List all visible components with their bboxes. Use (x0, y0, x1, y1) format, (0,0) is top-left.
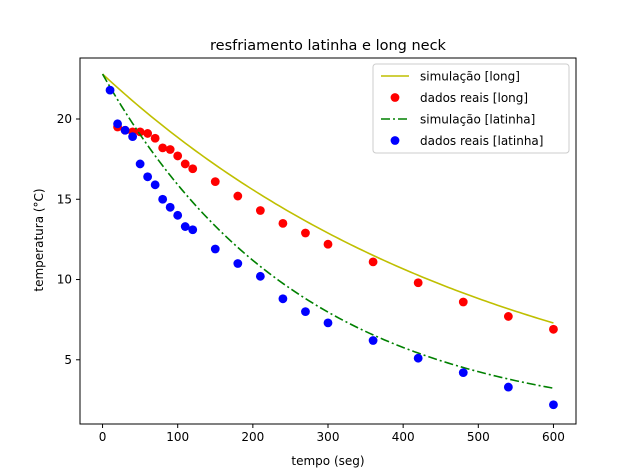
data-point-3-18 (368, 336, 378, 345)
data-point-1-19 (458, 297, 468, 307)
data-point-3-11 (188, 225, 198, 235)
data-point-3-9 (173, 210, 183, 220)
data-point-3-20 (458, 368, 468, 378)
data-point-3-21 (503, 382, 513, 392)
data-point-1-17 (368, 257, 378, 267)
x-tick-label-0: 0 (99, 430, 107, 444)
data-point-1-18 (413, 278, 423, 288)
data-point-1-12 (233, 191, 243, 201)
data-point-1-15 (301, 228, 310, 238)
data-point-3-4 (135, 159, 145, 169)
plot-area: 0 100 200 300 400 500 600 5 10 15 20 (57, 57, 577, 444)
x-axis-label: tempo (seg) (291, 454, 364, 468)
data-point-1-20 (503, 312, 513, 321)
data-point-3-14 (255, 271, 265, 281)
data-point-1-7 (165, 145, 175, 154)
data-point-1-10 (188, 164, 198, 174)
chart-title: resfriamento latinha e long neck (210, 38, 447, 54)
data-point-3-7 (158, 194, 168, 204)
data-point-3-8 (165, 202, 175, 212)
data-point-3-10 (180, 222, 190, 231)
data-point-3-1 (113, 119, 122, 129)
data-point-1-13 (255, 206, 265, 215)
x-tick-label-5: 500 (467, 430, 490, 444)
data-point-3-13 (233, 259, 243, 268)
y-axis-label: temperatura (°C) (32, 188, 46, 291)
data-point-1-14 (278, 218, 288, 228)
y-tick-label-2: 15 (57, 192, 72, 206)
data-point-3-6 (150, 180, 160, 190)
legend-box (372, 63, 570, 154)
legend-swatch-3 (390, 136, 400, 145)
legend-swatch-1 (390, 93, 400, 102)
x-tick-label-3: 300 (317, 430, 340, 444)
data-point-1-5 (150, 133, 160, 143)
x-tick-label-2: 200 (241, 430, 264, 444)
data-point-3-0 (105, 85, 115, 95)
data-point-1-6 (158, 143, 168, 153)
data-point-1-16 (323, 239, 333, 249)
data-point-3-3 (128, 132, 138, 142)
y-tick-label-0: 5 (64, 353, 72, 367)
legend-label-1: dados reais [long] (420, 91, 528, 105)
data-point-1-8 (173, 151, 183, 161)
series-line-0 (102, 73, 554, 324)
legend: simulação [long] dados reais [long] simula… (372, 63, 570, 154)
data-point-3-15 (278, 294, 288, 304)
x-tick-label-4: 400 (392, 430, 415, 444)
y-tick-label-1: 10 (57, 273, 72, 287)
data-point-3-22 (549, 400, 558, 410)
y-tick-label-3: 20 (57, 112, 72, 126)
legend-label-2: simulação [latinha] (420, 113, 535, 127)
x-tick-label-1: 100 (166, 430, 189, 444)
data-point-1-4 (143, 129, 153, 138)
x-tick-label-6: 600 (542, 430, 565, 444)
data-point-3-16 (301, 307, 310, 317)
data-point-3-19 (413, 353, 423, 363)
data-point-1-9 (180, 159, 190, 169)
data-point-3-5 (143, 172, 153, 182)
data-point-1-3 (135, 127, 145, 137)
legend-label-0: simulação [long] (420, 70, 520, 84)
legend-label-3: dados reais [latinha] (420, 134, 543, 148)
data-point-1-11 (210, 177, 220, 187)
data-point-1-21 (549, 324, 558, 334)
data-point-3-12 (210, 244, 220, 254)
data-point-3-17 (323, 318, 333, 328)
data-point-3-2 (120, 125, 130, 135)
series-line-2 (101, 73, 554, 389)
